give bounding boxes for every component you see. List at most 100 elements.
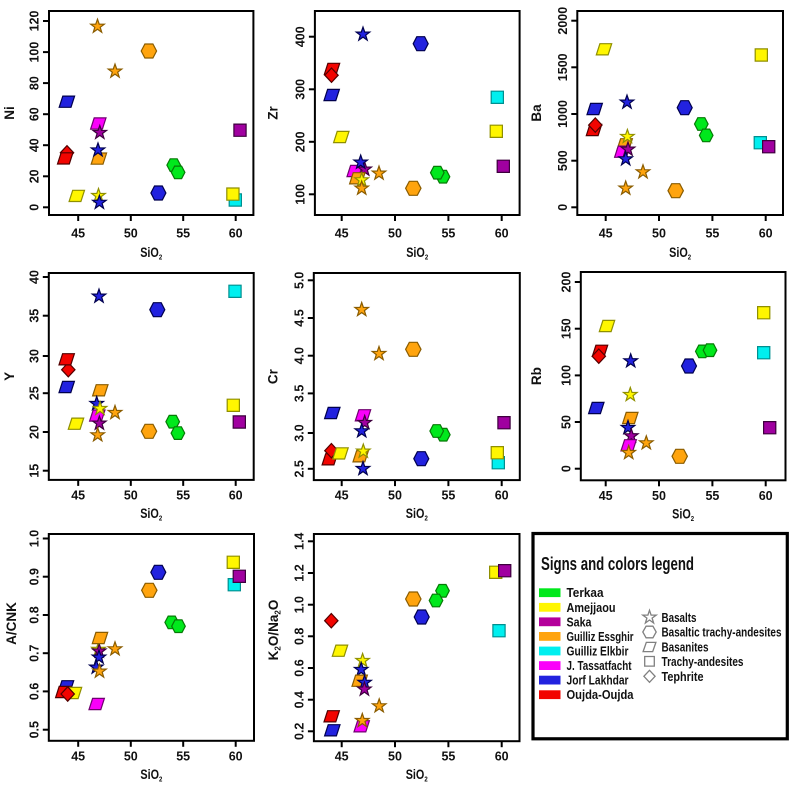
svg-text:SiO2: SiO2 bbox=[140, 245, 162, 262]
svg-text:60: 60 bbox=[28, 107, 42, 121]
svg-text:SiO2: SiO2 bbox=[406, 245, 428, 262]
svg-text:K2O/Na2O: K2O/Na2O bbox=[266, 600, 283, 661]
svg-text:Basanites: Basanites bbox=[662, 640, 709, 655]
svg-text:55: 55 bbox=[705, 489, 719, 503]
svg-text:Y: Y bbox=[2, 372, 17, 381]
svg-text:Basalts: Basalts bbox=[662, 610, 697, 625]
svg-text:4.5: 4.5 bbox=[293, 309, 307, 326]
svg-text:2000: 2000 bbox=[556, 7, 570, 35]
svg-text:Terkaa: Terkaa bbox=[567, 585, 605, 600]
svg-text:50: 50 bbox=[124, 749, 138, 763]
svg-text:0: 0 bbox=[556, 204, 570, 211]
svg-text:J. Tassatfacht: J. Tassatfacht bbox=[567, 658, 632, 673]
svg-text:55: 55 bbox=[176, 488, 190, 502]
svg-text:200: 200 bbox=[294, 131, 308, 152]
svg-text:3.5: 3.5 bbox=[293, 385, 307, 402]
svg-text:Amejjaou: Amejjaou bbox=[567, 600, 616, 615]
svg-text:80: 80 bbox=[28, 76, 42, 90]
svg-text:45: 45 bbox=[71, 488, 85, 502]
svg-text:15: 15 bbox=[28, 464, 42, 478]
svg-text:45: 45 bbox=[599, 489, 613, 503]
svg-text:0.8: 0.8 bbox=[28, 606, 42, 623]
svg-text:1000: 1000 bbox=[556, 100, 570, 128]
svg-text:45: 45 bbox=[71, 749, 85, 763]
svg-text:50: 50 bbox=[124, 227, 138, 241]
svg-text:5.0: 5.0 bbox=[293, 272, 307, 289]
svg-text:50: 50 bbox=[124, 488, 138, 502]
svg-text:50: 50 bbox=[652, 227, 666, 241]
svg-text:45: 45 bbox=[335, 489, 349, 503]
svg-text:Guilliz Essghir: Guilliz Essghir bbox=[567, 629, 634, 644]
svg-text:4.0: 4.0 bbox=[293, 347, 307, 364]
svg-text:35: 35 bbox=[28, 309, 42, 323]
svg-text:0.8: 0.8 bbox=[293, 628, 307, 645]
svg-text:300: 300 bbox=[294, 79, 308, 100]
svg-text:1.0: 1.0 bbox=[28, 530, 42, 547]
svg-text:60: 60 bbox=[759, 489, 773, 503]
svg-text:Cr: Cr bbox=[266, 368, 281, 384]
svg-text:500: 500 bbox=[556, 150, 570, 171]
svg-text:60: 60 bbox=[759, 227, 773, 241]
svg-text:45: 45 bbox=[599, 227, 613, 241]
svg-text:45: 45 bbox=[335, 750, 349, 764]
svg-text:120: 120 bbox=[28, 11, 42, 32]
svg-text:55: 55 bbox=[441, 750, 455, 764]
svg-text:0.4: 0.4 bbox=[293, 691, 307, 708]
svg-text:40: 40 bbox=[28, 270, 42, 284]
svg-text:Trachy-andesites: Trachy-andesites bbox=[662, 654, 744, 669]
svg-text:20: 20 bbox=[28, 169, 42, 183]
svg-text:100: 100 bbox=[560, 365, 574, 386]
svg-text:Rb: Rb bbox=[529, 367, 544, 385]
svg-text:60: 60 bbox=[495, 489, 509, 503]
svg-text:20: 20 bbox=[28, 425, 42, 439]
svg-text:SiO2: SiO2 bbox=[672, 506, 694, 523]
svg-text:1.4: 1.4 bbox=[293, 533, 307, 550]
svg-text:Zr: Zr bbox=[266, 106, 281, 120]
svg-text:50: 50 bbox=[388, 750, 402, 764]
svg-text:SiO2: SiO2 bbox=[140, 767, 162, 784]
svg-text:0: 0 bbox=[28, 204, 42, 211]
svg-text:45: 45 bbox=[71, 227, 85, 241]
svg-text:2.5: 2.5 bbox=[293, 460, 307, 477]
svg-text:60: 60 bbox=[229, 749, 243, 763]
svg-text:Ni: Ni bbox=[2, 106, 17, 120]
svg-text:100: 100 bbox=[28, 42, 42, 63]
svg-text:30: 30 bbox=[28, 349, 42, 363]
svg-text:60: 60 bbox=[229, 227, 243, 241]
svg-text:1.0: 1.0 bbox=[293, 596, 307, 613]
svg-text:50: 50 bbox=[560, 415, 574, 429]
svg-text:50: 50 bbox=[652, 489, 666, 503]
svg-text:100: 100 bbox=[294, 184, 308, 205]
svg-text:Guilliz Elkbir: Guilliz Elkbir bbox=[567, 644, 629, 659]
svg-text:0.5: 0.5 bbox=[28, 721, 42, 738]
svg-text:1.2: 1.2 bbox=[293, 564, 307, 581]
svg-text:0.6: 0.6 bbox=[28, 683, 42, 700]
svg-text:Signs and colors legend: Signs and colors legend bbox=[541, 554, 694, 574]
svg-text:Basaltic trachy-andesites: Basaltic trachy-andesites bbox=[662, 625, 782, 640]
svg-text:55: 55 bbox=[176, 749, 190, 763]
svg-text:SiO2: SiO2 bbox=[669, 245, 691, 262]
svg-text:60: 60 bbox=[495, 227, 509, 241]
svg-text:400: 400 bbox=[294, 26, 308, 47]
svg-text:0.2: 0.2 bbox=[293, 723, 307, 740]
svg-text:3.0: 3.0 bbox=[293, 424, 307, 441]
svg-text:SiO2: SiO2 bbox=[406, 767, 428, 784]
svg-text:SiO2: SiO2 bbox=[406, 506, 428, 523]
svg-text:40: 40 bbox=[28, 138, 42, 152]
svg-text:25: 25 bbox=[28, 386, 42, 400]
svg-text:Oujda-Oujda: Oujda-Oujda bbox=[567, 687, 635, 702]
svg-text:Tephrite: Tephrite bbox=[662, 669, 704, 684]
svg-text:0: 0 bbox=[560, 465, 574, 472]
svg-text:55: 55 bbox=[705, 227, 719, 241]
svg-text:Ba: Ba bbox=[529, 104, 544, 122]
svg-text:55: 55 bbox=[176, 227, 190, 241]
svg-text:60: 60 bbox=[229, 488, 243, 502]
svg-text:A/CNK: A/CNK bbox=[4, 602, 19, 645]
svg-text:0.6: 0.6 bbox=[293, 659, 307, 676]
svg-text:1500: 1500 bbox=[556, 53, 570, 81]
svg-text:Jorf Lakhdar: Jorf Lakhdar bbox=[567, 673, 629, 688]
svg-text:45: 45 bbox=[335, 227, 349, 241]
svg-text:50: 50 bbox=[388, 227, 402, 241]
svg-text:0.9: 0.9 bbox=[28, 568, 42, 585]
svg-text:SiO2: SiO2 bbox=[140, 506, 162, 523]
